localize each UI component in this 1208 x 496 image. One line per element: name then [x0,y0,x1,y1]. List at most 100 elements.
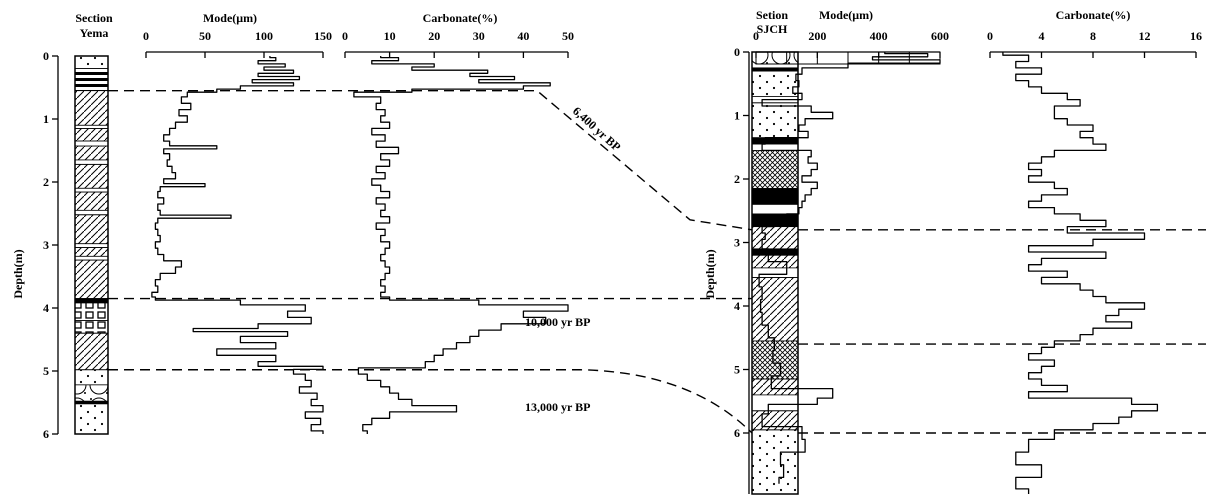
carbonate-axis-title: Carbonate(%) [423,11,498,25]
lithology-layer-blank [74,140,109,147]
lithology-layer-sand [74,369,109,386]
lithology-layer-black [751,188,799,205]
carbonate-panel: Carbonate(%) 0 4 8 12 16 [987,8,1202,494]
depth-tick-label: 0 [734,45,740,59]
section-name: SJCH [757,22,788,36]
carbonate-tick-label: 30 [473,29,485,43]
label-10000: 10,000 yr BP [525,315,590,329]
lithology-layer-blank [74,209,109,216]
lithology-layer-silt [751,277,799,342]
lithology-layer-brick [74,302,109,321]
depth-axis-label: Depth(m) [703,249,717,298]
lithology-layer-black [751,248,799,256]
lithology-layer-sand [751,70,799,97]
lithology-layer-blank [74,255,109,261]
depth-tick-label: 3 [43,238,49,252]
lithology-layer-gravel [74,384,109,402]
lithology-layer-sand [751,429,799,495]
lithology-layer-silt [74,259,109,299]
section-title: Section [75,11,113,25]
lithology-column [751,51,799,495]
mode-panel: Mode(μm) 0 50 100 150 [143,11,332,434]
horizon-6400-line [108,89,753,231]
horizon-connectors [108,89,1206,434]
lithology-column [74,55,109,435]
carbonate-tick-label: 20 [428,29,440,43]
depth-axis-label: Depth(m) [11,249,25,298]
section-name: Yema [80,26,109,40]
carbonate-tick-label: 0 [987,29,993,43]
mode-tick-label: 150 [314,29,332,43]
label-6400: 6,400 yr BP [570,104,624,154]
lithology-layer-silt [74,145,109,161]
section-title: Setion [756,8,788,22]
carbonate-tick-label: 16 [1190,29,1202,43]
lithology-layer-sand [74,55,109,69]
depth-tick-label: 2 [734,172,740,186]
lithology-layer-blank [751,394,799,412]
depth-tick-label: 1 [43,112,49,126]
depth-tick-label: 2 [43,175,49,189]
lithology-layer-band [74,68,109,92]
carbonate-tick-label: 40 [517,29,529,43]
mode-series-line [758,52,941,484]
depth-tick-label: 5 [43,364,49,378]
lithology-layer-silt [74,247,109,257]
label-13000: 13,000 yr BP [525,400,590,414]
lithology-layer-silt [74,163,109,189]
mode-tick-label: 0 [753,29,759,43]
lithology-layer-brick [74,320,109,334]
mode-axis-title: Mode(μm) [819,8,873,22]
lithology-layer-silt [74,214,109,245]
carbonate-tick-label: 50 [562,29,574,43]
lithology-layer-blank [74,124,109,129]
carbonate-tick-label: 0 [342,29,348,43]
mode-series-line [151,56,324,434]
lithology-layer-blank [751,203,799,215]
mode-tick-label: 0 [143,29,149,43]
depth-tick-label: 5 [734,363,740,377]
depth-tick-label: 6 [43,427,49,441]
lithology-layer-blank [74,187,109,193]
lithology-layer-black [751,137,799,145]
lithology-layer-blank [751,143,799,151]
lithology-layer-silt [74,332,109,371]
carbonate-tick-label: 4 [1039,29,1045,43]
lithology-layer-black [74,298,109,304]
lithology-layer-blank [74,159,109,165]
mode-tick-label: 400 [870,29,888,43]
lithology-layer-silt [74,128,109,142]
carbonate-axis-title: Carbonate(%) [1056,8,1131,22]
depth-tick-label: 4 [43,301,49,315]
lithology-layer-black [751,67,799,72]
horizon-13000-line [108,369,753,434]
mode-axis-title: Mode(μm) [203,11,257,25]
lithology-layer-silt [751,378,799,396]
mode-tick-label: 100 [255,29,273,43]
carbonate-series-line [1002,52,1159,494]
carbonate-tick-label: 8 [1090,29,1096,43]
carbonate-tick-label: 10 [384,29,396,43]
lithology-layer-silt [74,90,109,126]
depth-tick-label: 1 [734,109,740,123]
lithology-layer-silt [751,226,799,250]
mode-tick-label: 50 [199,29,211,43]
lithology-border [74,55,109,435]
lithology-layer-blank [74,243,109,248]
lithology-layer-sand [74,403,109,435]
lithology-layer-gravel [751,51,799,69]
depth-tick-label: 0 [43,49,49,63]
mode-tick-label: 600 [931,29,949,43]
carbonate-panel: Carbonate(%) 0 10 20 30 40 50 [342,11,574,434]
depth-tick-label: 3 [734,236,740,250]
lithology-layer-silt [74,191,109,211]
depth-tick-label: 6 [734,426,740,440]
mode-tick-label: 200 [808,29,826,43]
lithology-layer-sand [751,102,799,139]
carbonate-series-line [353,56,569,434]
depth-tick-label: 4 [734,299,740,313]
carbonate-tick-label: 12 [1139,29,1151,43]
